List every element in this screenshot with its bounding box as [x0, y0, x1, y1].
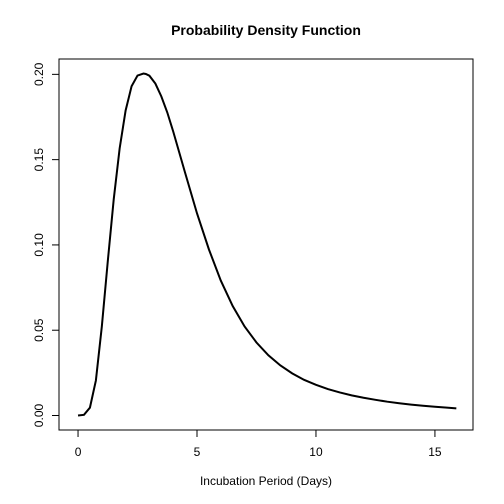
y-tick-label: 0.10	[32, 233, 46, 257]
y-tick-label: 0.15	[32, 148, 46, 172]
x-tick-label: 5	[194, 445, 201, 459]
y-tick-label: 0.05	[32, 318, 46, 342]
density-line	[77, 72, 457, 417]
chart-title: Probability Density Function	[171, 22, 361, 38]
x-axis-label: Incubation Period (Days)	[200, 474, 332, 488]
x-tick-label: 10	[309, 445, 323, 459]
x-axis: 0 5 10 15	[75, 429, 442, 459]
y-tick-label: 0.00	[32, 403, 46, 427]
x-tick-label: 0	[75, 445, 82, 459]
y-axis: 0.00 0.05 0.10 0.15 0.20	[32, 62, 60, 427]
y-tick-label: 0.20	[32, 62, 46, 86]
x-tick-label: 15	[428, 445, 442, 459]
plot-frame	[58, 58, 474, 431]
